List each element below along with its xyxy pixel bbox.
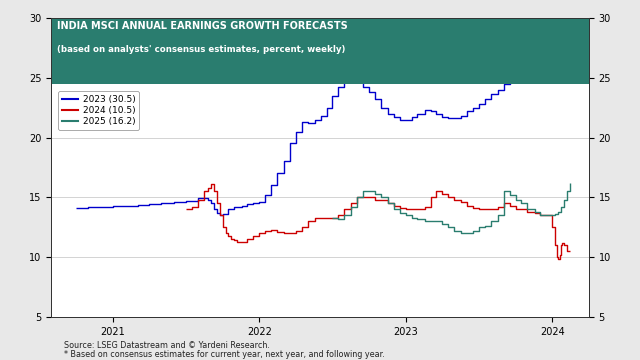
Legend: 2023 (30.5), 2024 (10.5), 2025 (16.2): 2023 (30.5), 2024 (10.5), 2025 (16.2) [58, 91, 139, 130]
Text: * Based on consensus estimates for current year, next year, and following year.: * Based on consensus estimates for curre… [64, 350, 385, 359]
Text: INDIA MSCI ANNUAL EARNINGS GROWTH FORECASTS: INDIA MSCI ANNUAL EARNINGS GROWTH FORECA… [56, 21, 348, 31]
Text: Source: LSEG Datastream and © Yardeni Research.: Source: LSEG Datastream and © Yardeni Re… [64, 342, 270, 351]
Text: (based on analysts' consensus estimates, percent, weekly): (based on analysts' consensus estimates,… [56, 45, 345, 54]
FancyBboxPatch shape [51, 18, 589, 84]
